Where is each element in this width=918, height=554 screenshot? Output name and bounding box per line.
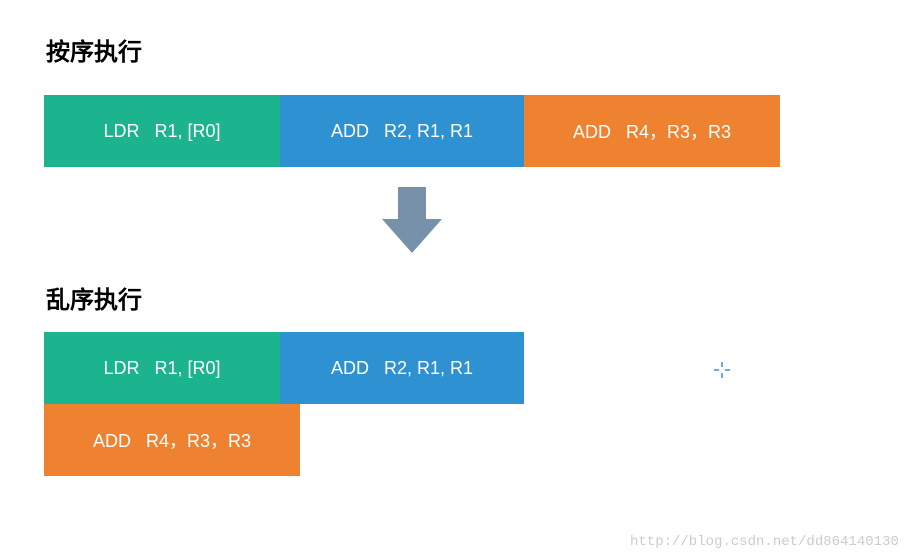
seq-block-add1: ADD R2, R1, R1: [280, 95, 524, 167]
sequential-row: LDR R1, [R0] ADD R2, R1, R1 ADD R4，R3，R3: [44, 95, 780, 167]
ooo-block-add1: ADD R2, R1, R1: [280, 332, 524, 404]
title-sequential: 按序执行: [46, 32, 142, 67]
cursor-marker-icon: [714, 362, 730, 383]
seq-block-ldr: LDR R1, [R0]: [44, 95, 280, 167]
ooo-row-1: LDR R1, [R0] ADD R2, R1, R1: [44, 332, 524, 404]
watermark-text: http://blog.csdn.net/dd864140130: [630, 534, 899, 550]
ooo-row-2: ADD R4，R3，R3: [44, 404, 300, 476]
ooo-block-ldr: LDR R1, [R0]: [44, 332, 280, 404]
down-arrow-icon: [374, 183, 450, 259]
ooo-block-add2: ADD R4，R3，R3: [44, 404, 300, 476]
title-out-of-order: 乱序执行: [46, 280, 142, 315]
seq-block-add2: ADD R4，R3，R3: [524, 95, 780, 167]
